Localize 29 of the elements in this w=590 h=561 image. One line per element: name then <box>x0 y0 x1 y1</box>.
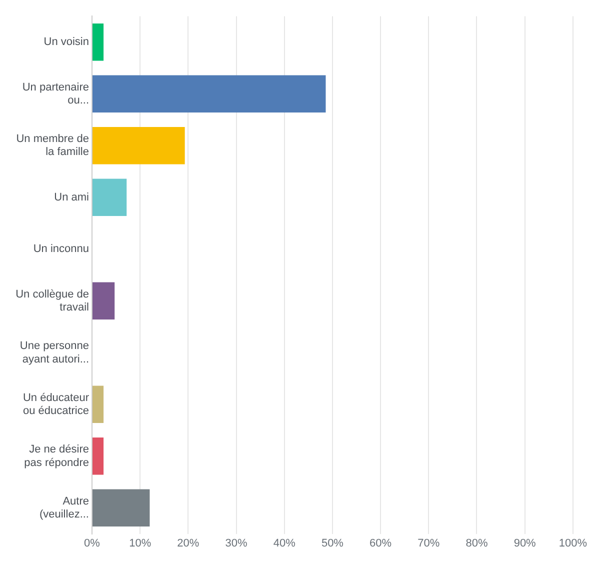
y-tick-label: Un collègue de travail <box>16 288 89 314</box>
y-tick-label: Un partenaire ou... <box>22 81 89 106</box>
bar <box>92 282 115 320</box>
bar <box>92 489 150 527</box>
y-tick-label: Un éducateur ou éducatrice <box>22 392 90 418</box>
x-tick-label: 70% <box>418 537 440 550</box>
x-tick-label: 40% <box>273 537 296 550</box>
bar <box>92 386 104 424</box>
bar <box>92 178 127 216</box>
x-tick-label: 80% <box>466 537 488 550</box>
y-tick-label: Je ne désire pas répondre <box>24 444 89 469</box>
x-tick-label: 60% <box>370 537 392 550</box>
x-tick-label: 0% <box>84 537 100 550</box>
x-tick-label: 90% <box>514 537 536 550</box>
x-tick-label: 50% <box>321 537 344 550</box>
bar <box>92 438 104 475</box>
x-tick-label: 100% <box>558 537 588 550</box>
bar <box>92 23 104 61</box>
y-tick-label: Une personne ayant autori... <box>20 340 89 366</box>
y-tick-label: Un inconnu <box>33 243 89 256</box>
bar <box>92 75 326 112</box>
x-tick-label: 20% <box>177 537 200 550</box>
bar <box>92 126 185 164</box>
y-tick-label: Un membre de la famille <box>16 133 89 158</box>
x-tick-label: 30% <box>225 537 248 550</box>
y-tick-label: Un ami <box>54 191 89 204</box>
y-tick-label: Autre (veuillez... <box>39 495 89 521</box>
x-tick-label: 10% <box>129 537 152 550</box>
y-tick-label: Un voisin <box>44 36 89 48</box>
